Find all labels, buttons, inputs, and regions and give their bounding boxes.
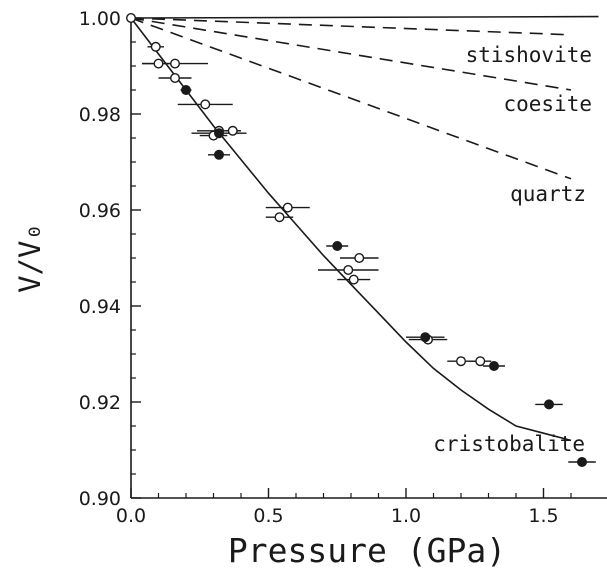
cristobalite-label: cristobalite	[433, 432, 585, 456]
open-data-point	[125, 12, 136, 24]
y-tick-label: 0.92	[79, 392, 121, 414]
stishovite-label: stishovite	[466, 43, 592, 67]
open-data-point	[153, 58, 164, 69]
chart-lines	[130, 15, 599, 442]
filled-data-point	[180, 84, 191, 95]
open-data-point	[348, 274, 359, 285]
filled-data-point	[544, 399, 555, 410]
x-tick-label: 0.5	[253, 505, 283, 527]
open-data-point	[169, 58, 180, 69]
open-data-point	[169, 72, 180, 83]
open-data-point	[456, 356, 467, 367]
y-axis-title: V/V₀	[13, 223, 47, 293]
open-data-point	[150, 41, 161, 52]
quartz-label: quartz	[510, 182, 586, 206]
stishovite-line	[130, 17, 572, 36]
filled-data-point	[332, 240, 343, 251]
filled-data-point	[213, 149, 224, 160]
open-data-point	[200, 99, 211, 110]
open-data-point	[227, 125, 238, 136]
y-tick-label: 0.96	[79, 200, 121, 222]
open-data-point	[274, 212, 285, 223]
chart-labels: stishovite coesite quartz cristobalite	[433, 43, 592, 456]
x-axis-title: Pressure (GPa)	[228, 531, 506, 570]
y-tick-label: 0.98	[79, 104, 121, 126]
reference-line	[130, 15, 599, 19]
y-tick-label: 0.90	[79, 488, 121, 510]
y-tick-label: 1.00	[79, 8, 121, 30]
filled-data-point	[420, 332, 431, 343]
cristobalite-fit-curve	[130, 17, 572, 442]
quartz-line	[130, 17, 572, 180]
open-data-point	[282, 202, 293, 213]
filled-data-point	[213, 128, 224, 139]
coesite-label: coesite	[503, 92, 592, 116]
coesite-line	[130, 17, 572, 91]
x-tick-label: 0.0	[116, 505, 146, 527]
y-tick-label: 0.94	[79, 296, 121, 318]
axes: 0.0 0.5 1.0 1.5 0.90 0.92 0.94 0.96 0.98 1.00 Pres…	[13, 8, 607, 570]
filled-data-point	[489, 361, 500, 372]
open-data-point	[475, 356, 486, 367]
open-data-point	[354, 252, 365, 263]
x-tick-label: 1.5	[528, 505, 558, 527]
data-points	[125, 12, 588, 468]
open-data-point	[343, 265, 354, 276]
x-tick-label: 1.0	[391, 505, 421, 527]
filled-data-point	[577, 457, 588, 468]
